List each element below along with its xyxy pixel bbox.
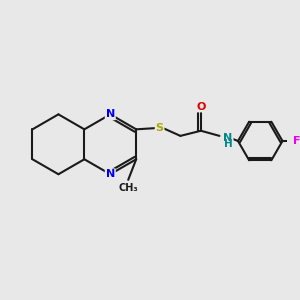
Text: CH₃: CH₃ bbox=[118, 183, 138, 194]
Text: O: O bbox=[196, 101, 206, 112]
Text: S: S bbox=[156, 123, 164, 133]
Text: H: H bbox=[224, 140, 232, 149]
Text: N: N bbox=[106, 169, 115, 179]
Text: N: N bbox=[224, 133, 232, 143]
Text: F: F bbox=[293, 136, 300, 146]
Text: N: N bbox=[106, 110, 115, 119]
